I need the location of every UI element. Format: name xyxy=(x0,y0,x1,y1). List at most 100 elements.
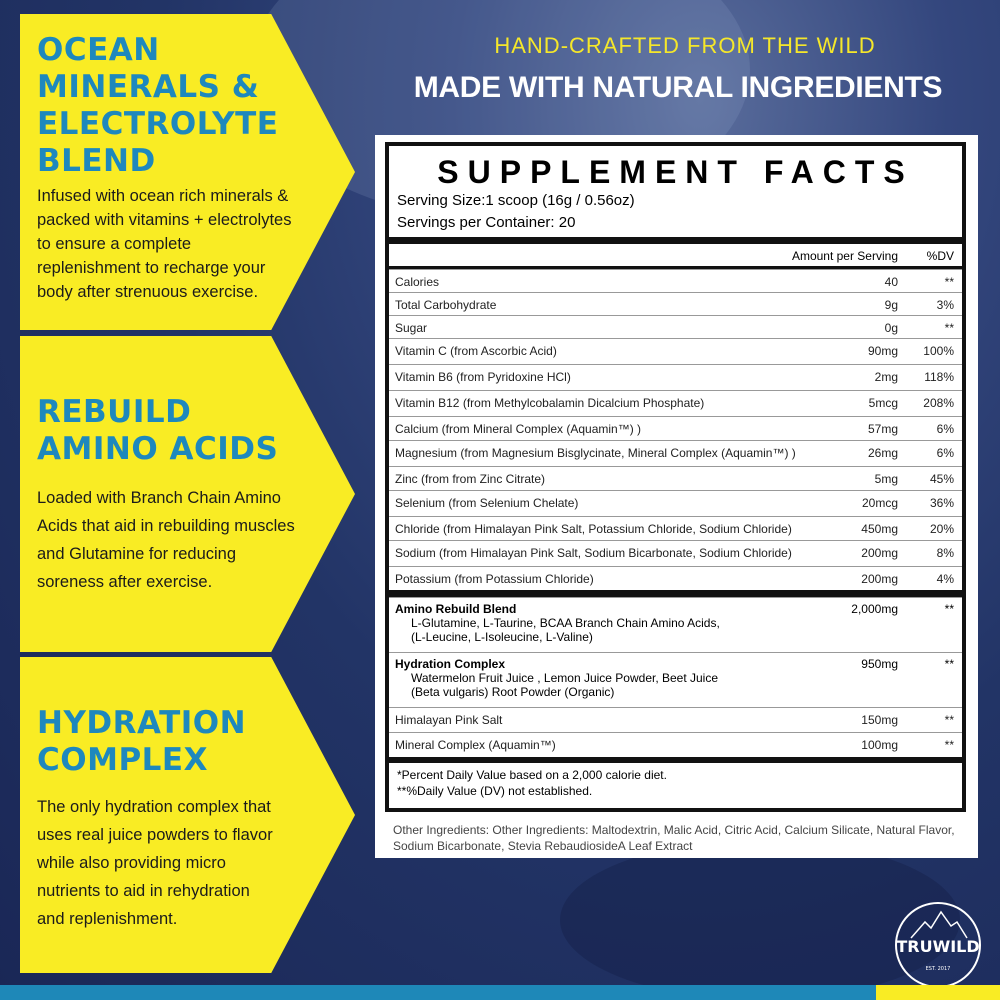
ingredient-line: (Beta vulgaris) Root Powder (Organic) xyxy=(411,685,615,699)
feature-description-line: Infused with ocean rich minerals & xyxy=(37,187,289,205)
nutrient-name: Chloride (from Himalayan Pink Salt, Pota… xyxy=(395,522,792,536)
nutrient-name: Amino Rebuild Blend xyxy=(395,602,517,616)
svg-text:EST. 2017: EST. 2017 xyxy=(926,966,951,972)
svg-text:TRUWILD: TRUWILD xyxy=(896,937,979,956)
nutrient-row: Sugar 0g ** xyxy=(389,315,962,338)
daily-value: 8% xyxy=(936,546,954,560)
feature-title: HYDRATION COMPLEX xyxy=(37,705,246,779)
nutrient-row: Calcium (from Mineral Complex (Aquamin™)… xyxy=(389,416,962,440)
servings-per-container: Servings per Container: 20 xyxy=(397,214,576,231)
feature-description-line: packed with vitamins + electrolytes xyxy=(37,211,292,229)
footnote: *Percent Daily Value based on a 2,000 ca… xyxy=(397,768,667,782)
daily-value: 118% xyxy=(924,370,954,384)
nutrient-name: Calories xyxy=(395,275,440,289)
feature-title-line: ELECTROLYTE xyxy=(37,106,279,142)
amount: 450mg xyxy=(861,522,898,536)
daily-value: 20% xyxy=(929,522,954,536)
nutrient-row: Total Carbohydrate 9g 3% xyxy=(389,292,962,315)
feature-description-line: body after strenuous exercise. xyxy=(37,283,259,301)
daily-value: 208% xyxy=(923,396,954,410)
feature-title-line: HYDRATION xyxy=(37,705,247,741)
ingredient-line: L-Glutamine, L-Taurine, BCAA Branch Chai… xyxy=(411,616,720,630)
amount: 5mcg xyxy=(868,396,898,410)
serving-size: Serving Size:1 scoop (16g / 0.56oz) xyxy=(397,192,635,209)
divider xyxy=(389,757,962,763)
feature-title: OCEAN MINERALS & ELECTROLYTE BLEND xyxy=(37,32,278,180)
nutrient-row: Zinc (from from Zinc Citrate) 5mg 45% xyxy=(389,466,962,490)
daily-value: 36% xyxy=(929,496,954,510)
nutrient-name: Zinc (from from Zinc Citrate) xyxy=(395,472,546,486)
nutrient-row: Potassium (from Potassium Chloride) 200mg… xyxy=(389,566,962,590)
feature-description: The only hydration complex that uses real… xyxy=(37,793,327,933)
daily-value: 45% xyxy=(929,472,954,486)
nutrient-name: Selenium (from Selenium Chelate) xyxy=(395,496,579,510)
amount: 150mg xyxy=(861,713,898,727)
nutrient-row: Chloride (from Himalayan Pink Salt, Pota… xyxy=(389,516,962,540)
nutrient-row: Magnesium (from Magnesium Bisglycinate, … xyxy=(389,440,962,466)
tagline: HAND-CRAFTED FROM THE WILD xyxy=(494,33,876,58)
ingredient-line: (L-Leucine, L-Isoleucine, L-Valine) xyxy=(411,630,593,644)
feature-description-line: uses real juice powders to flavor xyxy=(37,826,273,844)
footnote: **%Daily Value (DV) not established. xyxy=(397,784,593,798)
nutrient-row: Sodium (from Himalayan Pink Salt, Sodium… xyxy=(389,540,962,566)
supplement-facts-table: SUPPLEMENT FACTS Serving Size:1 scoop (1… xyxy=(385,142,966,812)
amount: 26mg xyxy=(867,446,898,460)
feature-description-line: and replenishment. xyxy=(37,910,178,928)
headline: MADE WITH NATURAL INGREDIENTS xyxy=(413,71,943,104)
feature-description-line: Loaded with Branch Chain Amino xyxy=(37,489,281,507)
nutrient-row: Vitamin B12 (from Methylcobalamin Dicalc… xyxy=(389,390,962,416)
amount: 950mg xyxy=(861,657,898,671)
amount: 57mg xyxy=(867,422,898,436)
facts-title: SUPPLEMENT FACTS xyxy=(437,154,914,190)
feature-description-line: nutrients to aid in rehydration xyxy=(37,882,250,900)
dv-header: %DV xyxy=(926,249,954,263)
feature-title: REBUILD AMINO ACIDS xyxy=(37,394,278,468)
amount: 200mg xyxy=(861,572,898,586)
feature-description-line: soreness after exercise. xyxy=(37,573,213,591)
amount: 100mg xyxy=(861,738,898,752)
amount: 20mcg xyxy=(861,496,898,510)
truwild-logo: TRUWILD EST. 2017 xyxy=(895,902,981,988)
amount-header: Amount per Serving xyxy=(791,249,898,263)
feature-panel: HYDRATION COMPLEX The only hydration compl… xyxy=(20,657,355,973)
nutrient-row: Hydration Complex Watermelon Fruit Juice … xyxy=(389,652,962,707)
feature-description-line: and Glutamine for reducing xyxy=(37,545,237,563)
supplement-facts-panel: SUPPLEMENT FACTS Serving Size:1 scoop (1… xyxy=(375,135,978,858)
daily-value: 3% xyxy=(936,298,954,312)
feature-title-line: COMPLEX xyxy=(37,742,209,778)
nutrient-row: Amino Rebuild Blend L-Glutamine, L-Taurin… xyxy=(389,597,962,652)
nutrient-row: Selenium (from Selenium Chelate) 20mcg 36% xyxy=(389,490,962,516)
nutrient-name: Calcium (from Mineral Complex (Aquamin™)… xyxy=(395,422,642,436)
amount: 2,000mg xyxy=(851,602,898,616)
nutrient-name: Potassium (from Potassium Chloride) xyxy=(395,572,594,586)
nutrient-name: Total Carbohydrate xyxy=(395,298,497,312)
daily-value: ** xyxy=(944,602,954,616)
daily-value: ** xyxy=(944,275,954,289)
nutrient-name: Himalayan Pink Salt xyxy=(395,713,503,727)
daily-value: ** xyxy=(944,738,954,752)
feature-title-line: AMINO ACIDS xyxy=(37,431,279,467)
feature-title-line: MINERALS & xyxy=(37,69,260,105)
nutrient-name: Vitamin B12 (from Methylcobalamin Dicalc… xyxy=(395,396,705,410)
feature-title-line: BLEND xyxy=(37,143,156,179)
nutrient-row: Vitamin B6 (from Pyridoxine HCl) 2mg 118% xyxy=(389,364,962,390)
nutrient-row: Vitamin C (from Ascorbic Acid) 90mg 100% xyxy=(389,338,962,364)
feature-description: Infused with ocean rich minerals & packed… xyxy=(37,184,327,304)
feature-description-line: while also providing micro xyxy=(37,854,226,872)
nutrient-name: Hydration Complex xyxy=(395,657,506,671)
bottom-strip-yellow xyxy=(876,985,1000,1000)
nutrient-name: Sugar xyxy=(395,321,428,335)
ingredient-sub: L-Glutamine, L-Taurine, BCAA Branch Chai… xyxy=(411,616,720,644)
amount: 0g xyxy=(884,321,898,335)
nutrient-row: Himalayan Pink Salt 150mg ** xyxy=(389,707,962,732)
feature-panel: REBUILD AMINO ACIDS Loaded with Branch Cha… xyxy=(20,336,355,652)
feature-description-line: to ensure a complete xyxy=(37,235,192,253)
other-ingredients: Other Ingredients: Other Ingredients: Ma… xyxy=(393,823,955,853)
feature-description-line: replenishment to recharge your xyxy=(37,259,266,277)
nutrient-name: Mineral Complex (Aquamin™) xyxy=(395,738,556,752)
daily-value: ** xyxy=(944,321,954,335)
feature-panel: OCEAN MINERALS & ELECTROLYTE BLEND Infused w… xyxy=(20,14,355,330)
amount: 200mg xyxy=(861,546,898,560)
feature-description: Loaded with Branch Chain Amino Acids that… xyxy=(37,484,327,596)
daily-value: 6% xyxy=(936,422,954,436)
